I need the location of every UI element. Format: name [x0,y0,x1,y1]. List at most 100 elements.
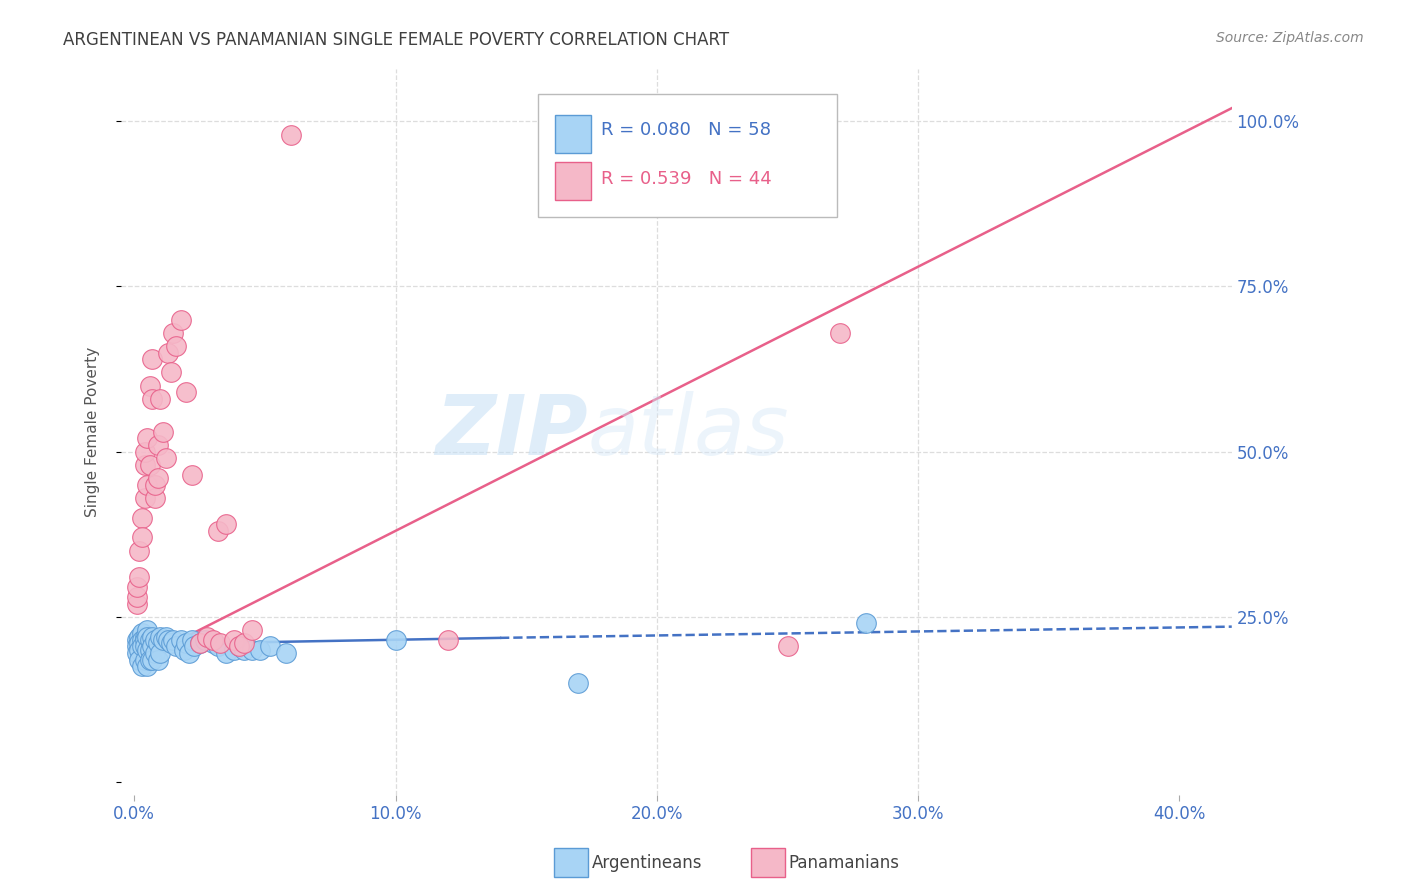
Point [136,630,159,644]
Point [125,640,148,654]
Point [131,531,153,545]
Point [173,642,195,657]
Point [149,646,172,660]
Point [165,640,187,654]
Point [195,630,218,644]
Point [128,543,150,558]
Point [228,640,250,654]
Point [143,646,166,660]
Point [125,646,148,660]
Point [222,632,245,647]
Point [188,636,211,650]
Point [152,632,174,647]
Point [125,590,148,604]
Point [240,623,263,637]
Point [207,524,229,538]
Text: atlas: atlas [588,392,789,472]
FancyBboxPatch shape [537,94,838,218]
Point [240,642,263,657]
Point [131,640,153,654]
Point [249,642,271,657]
Point [128,642,150,657]
Point [136,642,159,657]
Point [149,392,172,406]
Point [139,458,162,472]
Text: ZIP: ZIP [434,392,588,472]
Point [274,646,297,660]
Text: Panamanians: Panamanians [789,854,900,871]
FancyBboxPatch shape [555,162,591,200]
Point [384,632,406,647]
Point [149,630,172,644]
Y-axis label: Single Female Poverty: Single Female Poverty [86,347,100,517]
Point [134,632,156,647]
Point [125,632,148,647]
Point [125,597,148,611]
Text: R = 0.080   N = 58: R = 0.080 N = 58 [600,121,770,139]
Point [134,458,156,472]
Text: R = 0.539   N = 44: R = 0.539 N = 44 [600,170,772,188]
FancyBboxPatch shape [555,115,591,153]
Point [134,653,156,667]
Point [136,659,159,673]
Point [152,425,174,439]
Point [567,675,589,690]
Point [134,491,156,505]
Point [280,128,302,142]
Point [131,510,153,524]
Point [139,378,162,392]
Point [259,640,281,654]
Point [183,640,205,654]
Point [134,444,156,458]
Point [139,642,162,657]
Point [828,326,851,340]
Point [180,632,202,647]
Point [131,626,153,640]
Point [207,640,229,654]
Point [134,640,156,654]
Point [159,365,181,379]
Point [128,570,150,584]
Point [176,636,198,650]
Point [162,632,184,647]
Point [128,636,150,650]
Point [159,636,181,650]
Point [180,467,202,482]
Point [214,646,236,660]
Text: Source: ZipAtlas.com: Source: ZipAtlas.com [1216,31,1364,45]
Point [141,352,163,367]
Point [143,477,166,491]
Point [155,630,177,644]
Point [436,632,458,647]
Point [177,646,200,660]
Point [155,451,177,466]
Text: ARGENTINEAN VS PANAMANIAN SINGLE FEMALE POVERTY CORRELATION CHART: ARGENTINEAN VS PANAMANIAN SINGLE FEMALE … [63,31,730,49]
Point [128,653,150,667]
Point [165,339,187,353]
Point [162,326,184,340]
Point [146,636,169,650]
Point [146,653,169,667]
Point [776,640,799,654]
Point [136,623,159,637]
Point [143,491,166,505]
Point [209,636,232,650]
Point [855,616,877,631]
Point [134,630,156,644]
Point [146,471,169,485]
Point [201,632,224,647]
Point [233,642,256,657]
Point [143,632,166,647]
Point [141,640,163,654]
Point [141,630,163,644]
Point [157,345,180,359]
Point [170,632,193,647]
Point [157,632,180,647]
Point [136,477,159,491]
Point [146,438,169,452]
Point [170,312,193,326]
Point [125,580,148,594]
Point [141,653,163,667]
Point [194,632,217,647]
Point [139,653,162,667]
